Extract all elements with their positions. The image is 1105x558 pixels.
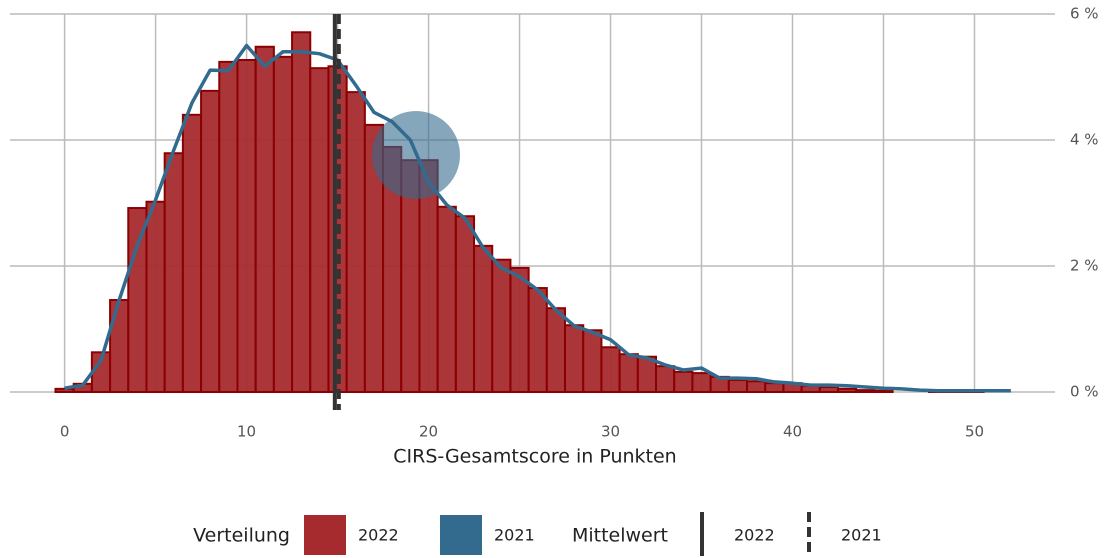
bar xyxy=(291,31,312,394)
legend-title: Mittelwert xyxy=(572,525,668,547)
y-tick-label: 2 % xyxy=(1070,257,1099,275)
legend-title: Verteilung xyxy=(193,525,290,547)
y-tick-label: 0 % xyxy=(1070,383,1099,401)
bar xyxy=(600,346,621,393)
bar xyxy=(746,380,767,394)
bar xyxy=(145,200,166,393)
x-tick-label: 30 xyxy=(601,423,620,441)
mean-lines xyxy=(332,14,341,410)
bar xyxy=(254,45,275,393)
line xyxy=(64,43,1011,393)
bar xyxy=(855,389,876,393)
bar xyxy=(454,215,476,393)
marks xyxy=(54,31,1011,394)
labels: 0 10 20 30 40 50 0 % 2 % 4 % 6 % xyxy=(60,5,1099,441)
bar xyxy=(873,389,894,393)
legend-swatch xyxy=(304,515,346,555)
x-tick-label: 50 xyxy=(965,423,984,441)
bar xyxy=(527,287,548,393)
bar xyxy=(564,324,585,393)
legend-label: 2022 xyxy=(358,526,399,545)
bar xyxy=(545,307,567,393)
legend: Verteilung Mittelwert 2022 2021 2022 2021 xyxy=(193,512,882,556)
legend-label: 2021 xyxy=(841,526,882,545)
bar xyxy=(218,60,239,393)
bar xyxy=(54,387,75,394)
legend-label: 2022 xyxy=(734,526,775,545)
bar xyxy=(200,89,221,394)
bar xyxy=(691,372,712,394)
bar xyxy=(163,152,184,393)
y-tick-label: 6 % xyxy=(1070,5,1099,23)
bar xyxy=(655,365,676,394)
bar xyxy=(818,385,840,393)
bar xyxy=(618,353,639,394)
bar xyxy=(181,113,203,394)
x-axis-label: CIRS-Gesamtscore in Punkten xyxy=(393,446,676,468)
bar xyxy=(109,299,130,393)
bar xyxy=(345,91,366,394)
highlight-circle xyxy=(372,111,460,199)
bar xyxy=(764,382,785,393)
bar xyxy=(582,329,603,394)
bar xyxy=(837,387,858,394)
bar xyxy=(236,58,257,394)
x-tick-label: 0 xyxy=(60,423,70,441)
bar xyxy=(436,205,457,393)
bar xyxy=(272,55,294,394)
bar xyxy=(509,266,530,394)
y-tick-label: 4 % xyxy=(1070,131,1099,149)
x-tick-label: 40 xyxy=(783,423,802,441)
x-tick-label: 20 xyxy=(419,423,438,441)
x-tick-label: 10 xyxy=(237,423,256,441)
bar xyxy=(309,67,330,394)
bar xyxy=(473,244,494,393)
bar xyxy=(127,207,148,393)
legend-swatch xyxy=(440,515,482,555)
bar xyxy=(727,379,749,393)
bar xyxy=(673,370,694,393)
legend-label: 2021 xyxy=(494,526,535,545)
bar xyxy=(491,258,512,394)
